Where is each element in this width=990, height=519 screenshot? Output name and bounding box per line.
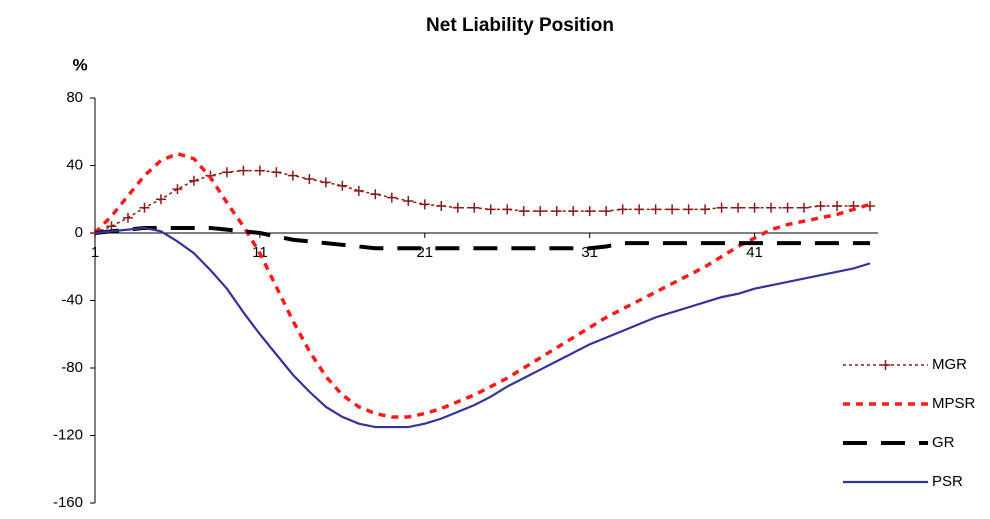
point-marker bbox=[139, 202, 150, 213]
point-marker bbox=[733, 202, 744, 213]
y-tick-label: -80 bbox=[61, 359, 83, 376]
point-marker bbox=[485, 204, 496, 215]
series-line bbox=[94, 225, 870, 251]
point-marker bbox=[584, 206, 595, 217]
legend-label: MPSR bbox=[932, 395, 976, 412]
point-marker bbox=[551, 206, 562, 217]
point-marker bbox=[683, 204, 694, 215]
legend-label: MGR bbox=[932, 356, 967, 373]
point-marker bbox=[386, 192, 397, 203]
point-marker bbox=[403, 195, 414, 206]
point-marker bbox=[502, 204, 513, 215]
point-marker bbox=[320, 177, 331, 188]
x-tick-label: 1 bbox=[91, 244, 99, 261]
point-marker bbox=[650, 204, 661, 215]
point-marker bbox=[436, 201, 447, 211]
y-tick-label: -40 bbox=[61, 291, 83, 308]
y-axis-label: % bbox=[72, 55, 87, 74]
point-marker bbox=[799, 202, 810, 213]
point-marker bbox=[254, 165, 265, 176]
point-marker bbox=[601, 206, 612, 217]
legend-label: GR bbox=[932, 434, 955, 451]
y-tick-label: 0 bbox=[75, 224, 83, 241]
point-marker bbox=[155, 194, 166, 205]
y-tick-label: 80 bbox=[66, 89, 83, 106]
point-marker bbox=[188, 175, 199, 186]
point-marker bbox=[815, 201, 826, 211]
point-marker bbox=[535, 206, 546, 217]
point-marker bbox=[271, 167, 282, 178]
series-line bbox=[94, 226, 871, 429]
point-marker bbox=[568, 206, 579, 217]
point-marker bbox=[287, 170, 298, 181]
point-marker bbox=[452, 202, 463, 213]
point-marker bbox=[238, 165, 249, 176]
legend-label: PSR bbox=[932, 473, 963, 490]
point-marker bbox=[667, 204, 678, 215]
point-marker bbox=[766, 202, 777, 213]
y-tick-label: -120 bbox=[53, 426, 83, 443]
point-marker bbox=[172, 184, 183, 195]
point-marker bbox=[617, 204, 628, 215]
y-tick-label: -160 bbox=[53, 494, 83, 511]
point-marker bbox=[782, 202, 793, 213]
point-marker bbox=[716, 202, 727, 213]
y-tick-label: 40 bbox=[66, 156, 83, 173]
point-marker bbox=[700, 204, 711, 215]
point-marker bbox=[370, 189, 381, 200]
point-marker bbox=[749, 202, 760, 213]
point-marker bbox=[419, 199, 430, 210]
point-marker bbox=[469, 202, 480, 213]
point-marker bbox=[337, 180, 348, 191]
point-marker bbox=[353, 185, 364, 196]
legend-marker bbox=[880, 360, 891, 370]
point-marker bbox=[122, 212, 133, 223]
point-marker bbox=[832, 201, 843, 211]
point-marker bbox=[634, 204, 645, 215]
point-marker bbox=[304, 174, 315, 184]
point-marker bbox=[221, 167, 232, 178]
x-tick-label: 41 bbox=[746, 244, 763, 261]
point-marker bbox=[518, 206, 529, 217]
chart-title: Net Liability Position bbox=[426, 15, 614, 36]
series-line bbox=[93, 151, 871, 419]
